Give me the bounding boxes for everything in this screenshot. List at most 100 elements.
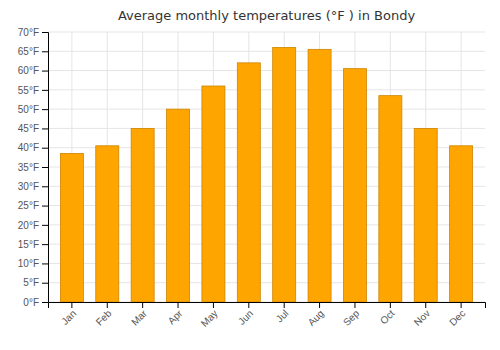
bar [414,128,437,302]
tick-label: 5°F [23,277,39,288]
grid-line [48,32,485,33]
tick-mark [425,302,426,308]
tick-mark [284,302,285,308]
tick-mark [42,186,48,187]
tick-mark [178,302,179,308]
tick-label: 50°F [18,104,39,115]
tick: 60°F [18,65,48,76]
tick-mark [142,302,143,308]
plot: 0°F 5°F 10°F 15°F 20°F 25°F 30°F 35°F 40°F 45°F 50… [18,27,486,329]
tick: Sep [341,302,362,328]
bar [131,128,154,302]
tick: 25°F [18,200,48,211]
tick-label: Jan [59,308,78,327]
y-axis: 0°F 5°F 10°F 15°F 20°F 25°F 30°F 35°F 40°F 45°F 50… [18,27,49,308]
tick-mark [42,90,48,91]
tick: 30°F [18,181,48,192]
tick: Jul [274,302,291,324]
tick-mark [107,302,108,308]
tick-label: 60°F [18,65,39,76]
bar [308,49,331,302]
tick: Aug [306,302,326,328]
tick-mark [42,167,48,168]
tick-label: 25°F [18,200,39,211]
tick-label: 70°F [18,27,39,38]
tick-mark [42,283,48,284]
tick-label: Oct [378,308,397,327]
tick: Jan [59,302,78,327]
tick-mark [42,148,48,149]
tick-label: Nov [412,308,432,328]
tick: May [199,302,220,329]
grid-line [48,51,485,52]
tick-label: 65°F [18,46,39,57]
tick-mark [42,206,48,207]
tick-label: Sep [341,307,362,328]
bars [60,47,472,302]
tick-mark [42,51,48,52]
tick-mark [42,244,48,245]
tick-label: Jul [274,308,291,325]
grid [48,32,485,302]
x-axis: Jan Feb Mar Apr May Jun Jul Aug Sep Oct Nov Dec [49,302,486,329]
tick: Oct [378,302,397,326]
tick: 0°F [23,297,48,308]
tick: 65°F [18,46,48,57]
tick-label: 40°F [18,142,39,153]
tick-mark [213,302,214,308]
bar [167,109,190,302]
grid-line [48,70,485,71]
grid-line [48,109,485,110]
axis-line [42,33,49,303]
tick-label: 30°F [18,181,39,192]
tick-mark [42,109,48,110]
tick-label: 20°F [18,220,39,231]
tick-label: Mar [129,307,149,327]
tick: Mar [129,302,149,328]
grid-line [48,89,485,90]
bar [273,47,296,302]
tick-label: 35°F [18,162,39,173]
tick-label: Dec [447,308,467,328]
tick: Feb [94,302,114,328]
tick-mark [319,302,320,308]
tick-label: Jun [236,308,255,327]
chart: 0°F 5°F 10°F 15°F 20°F 25°F 30°F 35°F 40°F 45°F 50… [0,0,500,350]
tick: 55°F [18,85,48,96]
tick-mark [42,225,48,226]
tick: 20°F [18,220,48,231]
axis-line [49,303,486,309]
tick: 45°F [18,123,48,134]
bar [379,96,402,302]
tick: Apr [166,302,185,326]
bar [450,146,473,302]
bar [202,86,225,302]
tick: 40°F [18,142,48,153]
tick-mark [42,32,48,33]
tick-label: May [199,308,220,329]
tick-label: 0°F [23,297,39,308]
title: Average monthly temperatures (°F ) in Bo… [118,8,415,23]
tick: Nov [412,302,432,328]
tick-mark [42,128,48,129]
tick-label: 10°F [18,258,39,269]
tick: 70°F [18,27,48,38]
tick: Dec [447,302,467,328]
tick-mark [42,71,48,72]
tick-label: 55°F [18,85,39,96]
bar [237,63,260,302]
bar [60,154,83,303]
tick-mark [461,302,462,308]
tick-label: Apr [166,307,185,326]
tick-mark [71,302,72,308]
tick-mark [354,302,355,308]
tick: 10°F [18,258,48,269]
tick-label: 45°F [18,123,39,134]
tick: 50°F [18,104,48,115]
tick-mark [390,302,391,308]
tick: 15°F [18,239,48,250]
tick-label: Feb [94,307,114,327]
tick: 35°F [18,162,48,173]
tick-mark [42,263,48,264]
tick: Jun [236,302,255,327]
